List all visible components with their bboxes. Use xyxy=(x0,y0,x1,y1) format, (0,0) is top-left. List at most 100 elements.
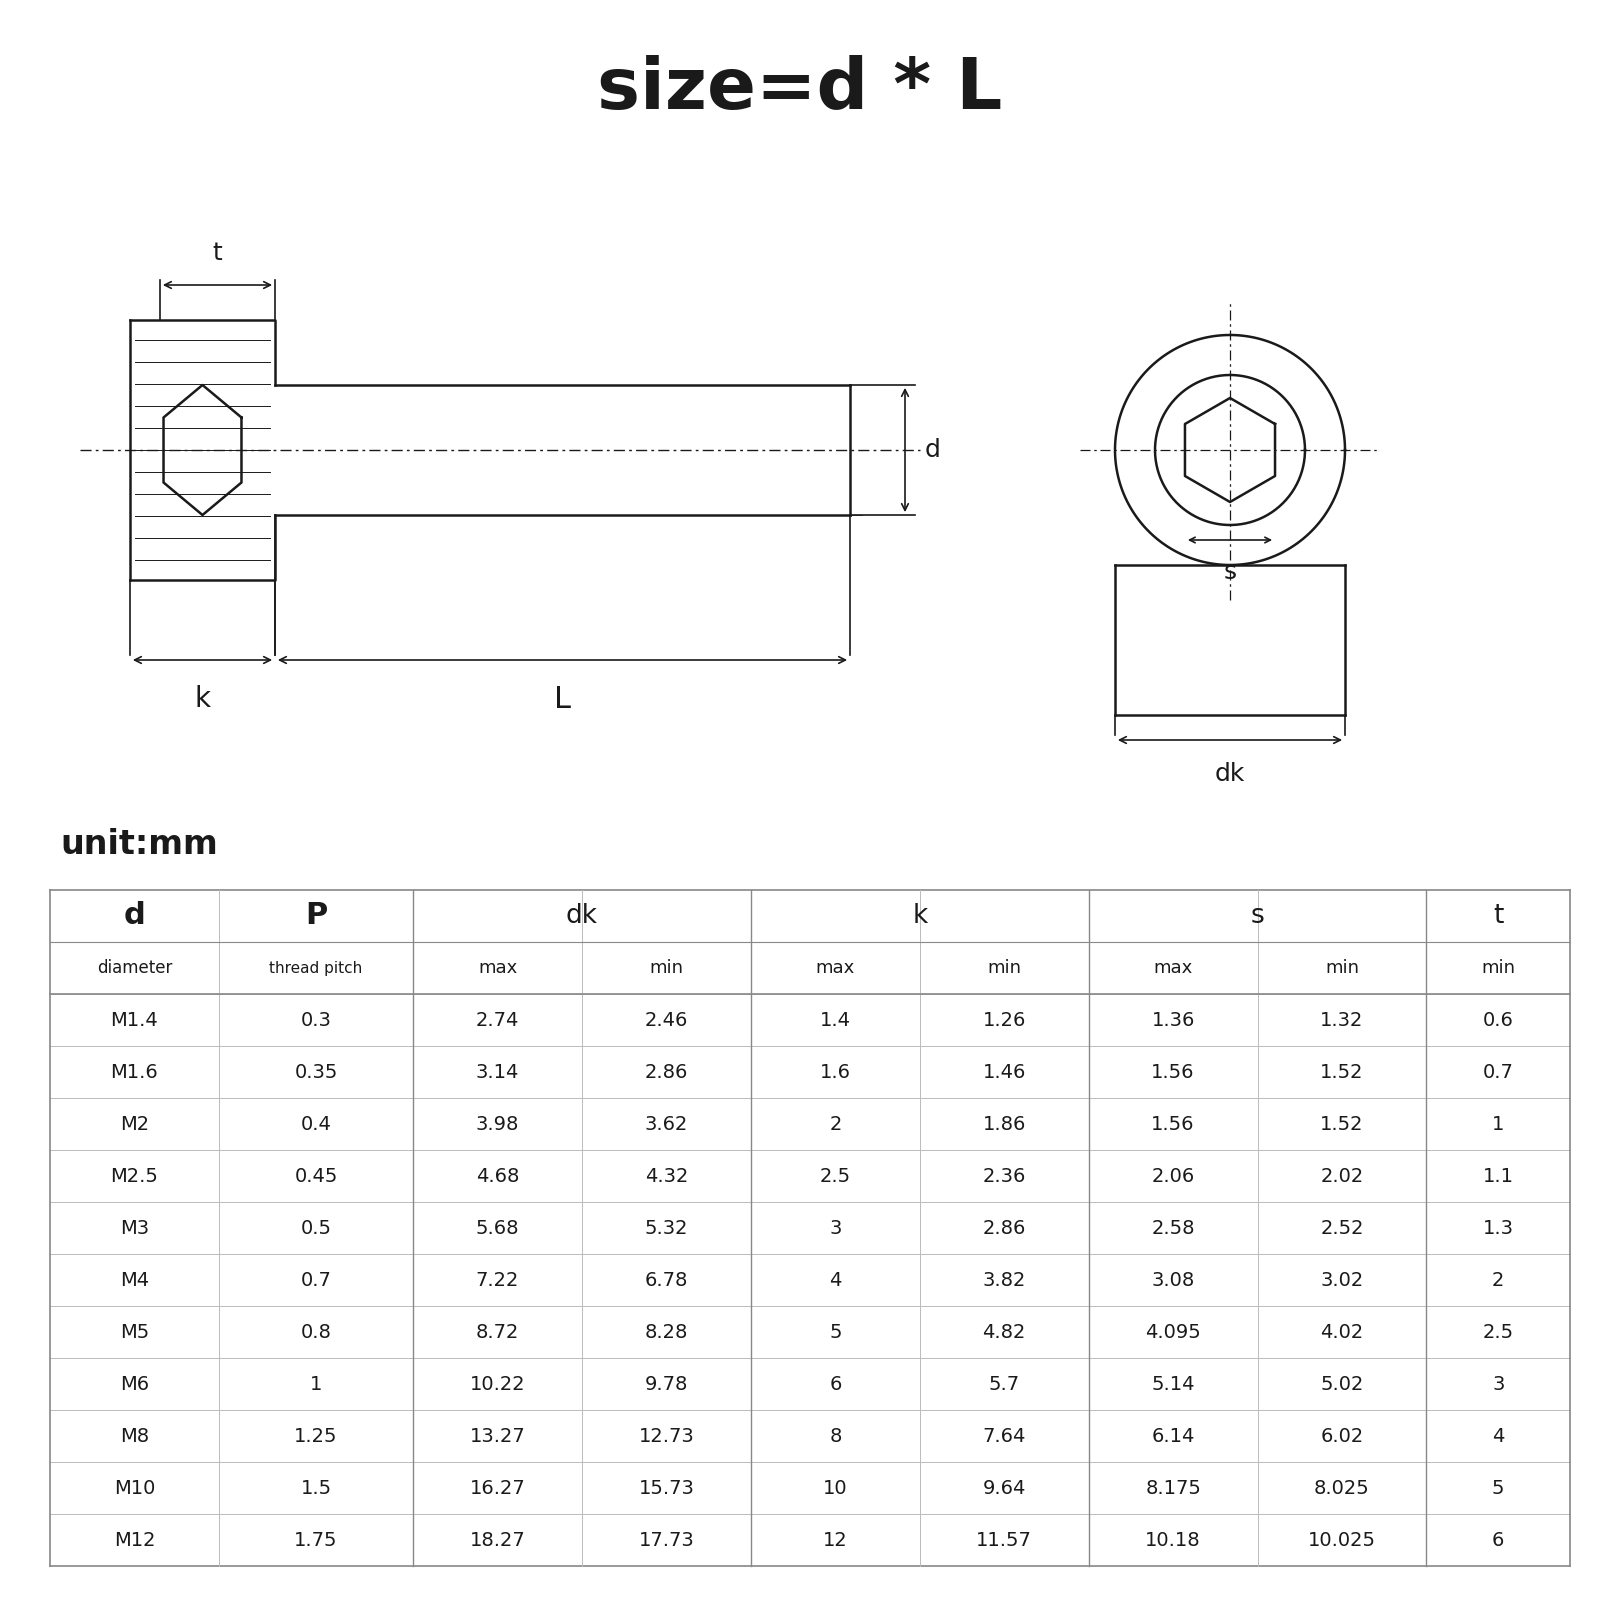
Text: M4: M4 xyxy=(120,1270,149,1290)
Text: 8.025: 8.025 xyxy=(1314,1478,1370,1498)
Text: 4: 4 xyxy=(1493,1427,1504,1445)
Text: 1.56: 1.56 xyxy=(1152,1062,1195,1082)
Text: 8: 8 xyxy=(829,1427,842,1445)
Text: 1.75: 1.75 xyxy=(294,1531,338,1549)
Text: 2.5: 2.5 xyxy=(1483,1323,1514,1341)
Text: 9.78: 9.78 xyxy=(645,1374,688,1394)
Text: 1.56: 1.56 xyxy=(1152,1115,1195,1133)
Text: 1: 1 xyxy=(1493,1115,1504,1133)
Text: 0.35: 0.35 xyxy=(294,1062,338,1082)
Text: 0.8: 0.8 xyxy=(301,1323,331,1341)
Text: P: P xyxy=(306,901,326,931)
Text: M6: M6 xyxy=(120,1374,149,1394)
Text: 8.28: 8.28 xyxy=(645,1323,688,1341)
Text: 4.02: 4.02 xyxy=(1320,1323,1363,1341)
Text: 3.02: 3.02 xyxy=(1320,1270,1363,1290)
Text: 3: 3 xyxy=(829,1219,842,1237)
Text: 4.32: 4.32 xyxy=(645,1166,688,1186)
Text: 11.57: 11.57 xyxy=(976,1531,1032,1549)
Text: 1.86: 1.86 xyxy=(982,1115,1026,1133)
Text: diameter: diameter xyxy=(96,958,173,978)
Text: 2.52: 2.52 xyxy=(1320,1219,1363,1237)
Text: 3.14: 3.14 xyxy=(475,1062,520,1082)
Text: 12: 12 xyxy=(822,1531,848,1549)
Text: min: min xyxy=(650,958,683,978)
Text: 10: 10 xyxy=(822,1478,848,1498)
Text: 2.58: 2.58 xyxy=(1152,1219,1195,1237)
Text: dk: dk xyxy=(566,902,598,930)
Text: M8: M8 xyxy=(120,1427,149,1445)
Text: 2.46: 2.46 xyxy=(645,1011,688,1029)
Text: M10: M10 xyxy=(114,1478,155,1498)
Text: 2: 2 xyxy=(829,1115,842,1133)
Text: min: min xyxy=(987,958,1021,978)
Text: 3.62: 3.62 xyxy=(645,1115,688,1133)
Text: 5: 5 xyxy=(829,1323,842,1341)
Text: min: min xyxy=(1325,958,1358,978)
Text: L: L xyxy=(554,685,571,714)
Text: 1.4: 1.4 xyxy=(819,1011,851,1029)
Text: 1.46: 1.46 xyxy=(982,1062,1026,1082)
Text: 0.6: 0.6 xyxy=(1483,1011,1514,1029)
Text: 5.68: 5.68 xyxy=(475,1219,520,1237)
Text: 5.02: 5.02 xyxy=(1320,1374,1363,1394)
Text: k: k xyxy=(195,685,211,714)
Text: 4.68: 4.68 xyxy=(475,1166,520,1186)
Text: 16.27: 16.27 xyxy=(470,1478,525,1498)
Text: 1.52: 1.52 xyxy=(1320,1115,1363,1133)
Text: 2.36: 2.36 xyxy=(982,1166,1026,1186)
Text: 1.25: 1.25 xyxy=(294,1427,338,1445)
Text: d: d xyxy=(925,438,941,462)
Text: 1.6: 1.6 xyxy=(819,1062,851,1082)
Text: 2.5: 2.5 xyxy=(819,1166,851,1186)
Text: 4: 4 xyxy=(829,1270,842,1290)
Text: 17.73: 17.73 xyxy=(638,1531,694,1549)
Text: 9.64: 9.64 xyxy=(982,1478,1026,1498)
Text: k: k xyxy=(912,902,928,930)
Text: 3.82: 3.82 xyxy=(982,1270,1026,1290)
Text: max: max xyxy=(816,958,854,978)
Text: 1.5: 1.5 xyxy=(301,1478,331,1498)
Text: 6.02: 6.02 xyxy=(1320,1427,1363,1445)
Text: s: s xyxy=(1251,902,1264,930)
Text: min: min xyxy=(1482,958,1515,978)
Text: d: d xyxy=(123,901,146,931)
Text: 8.175: 8.175 xyxy=(1146,1478,1202,1498)
Text: thread pitch: thread pitch xyxy=(269,960,363,976)
Text: M1.6: M1.6 xyxy=(110,1062,158,1082)
Text: 8.72: 8.72 xyxy=(475,1323,520,1341)
Text: 5.32: 5.32 xyxy=(645,1219,688,1237)
Text: t: t xyxy=(1493,902,1504,930)
Text: dk: dk xyxy=(1214,762,1245,786)
Text: 2: 2 xyxy=(1493,1270,1504,1290)
Text: 2.86: 2.86 xyxy=(982,1219,1026,1237)
Text: s: s xyxy=(1224,560,1237,584)
Text: 18.27: 18.27 xyxy=(470,1531,525,1549)
Text: 3: 3 xyxy=(1493,1374,1504,1394)
Text: unit:mm: unit:mm xyxy=(61,829,218,861)
Text: 13.27: 13.27 xyxy=(470,1427,525,1445)
Text: max: max xyxy=(478,958,517,978)
Text: M1.4: M1.4 xyxy=(110,1011,158,1029)
Text: 6.14: 6.14 xyxy=(1152,1427,1195,1445)
Text: 0.45: 0.45 xyxy=(294,1166,338,1186)
Text: 2.74: 2.74 xyxy=(475,1011,520,1029)
Text: t: t xyxy=(213,242,222,266)
Text: 3.98: 3.98 xyxy=(475,1115,520,1133)
Text: max: max xyxy=(1154,958,1192,978)
Text: 5: 5 xyxy=(1491,1478,1504,1498)
Text: 4.82: 4.82 xyxy=(982,1323,1026,1341)
Text: 1.26: 1.26 xyxy=(982,1011,1026,1029)
Text: 2.02: 2.02 xyxy=(1320,1166,1363,1186)
Text: 6: 6 xyxy=(829,1374,842,1394)
Text: 0.7: 0.7 xyxy=(1483,1062,1514,1082)
Text: 1.32: 1.32 xyxy=(1320,1011,1363,1029)
Text: 10.025: 10.025 xyxy=(1307,1531,1376,1549)
Text: 0.4: 0.4 xyxy=(301,1115,331,1133)
Text: M12: M12 xyxy=(114,1531,155,1549)
Text: 6.78: 6.78 xyxy=(645,1270,688,1290)
Text: 2.06: 2.06 xyxy=(1152,1166,1195,1186)
Text: 0.3: 0.3 xyxy=(301,1011,331,1029)
Text: 5.7: 5.7 xyxy=(989,1374,1019,1394)
Text: 15.73: 15.73 xyxy=(638,1478,694,1498)
